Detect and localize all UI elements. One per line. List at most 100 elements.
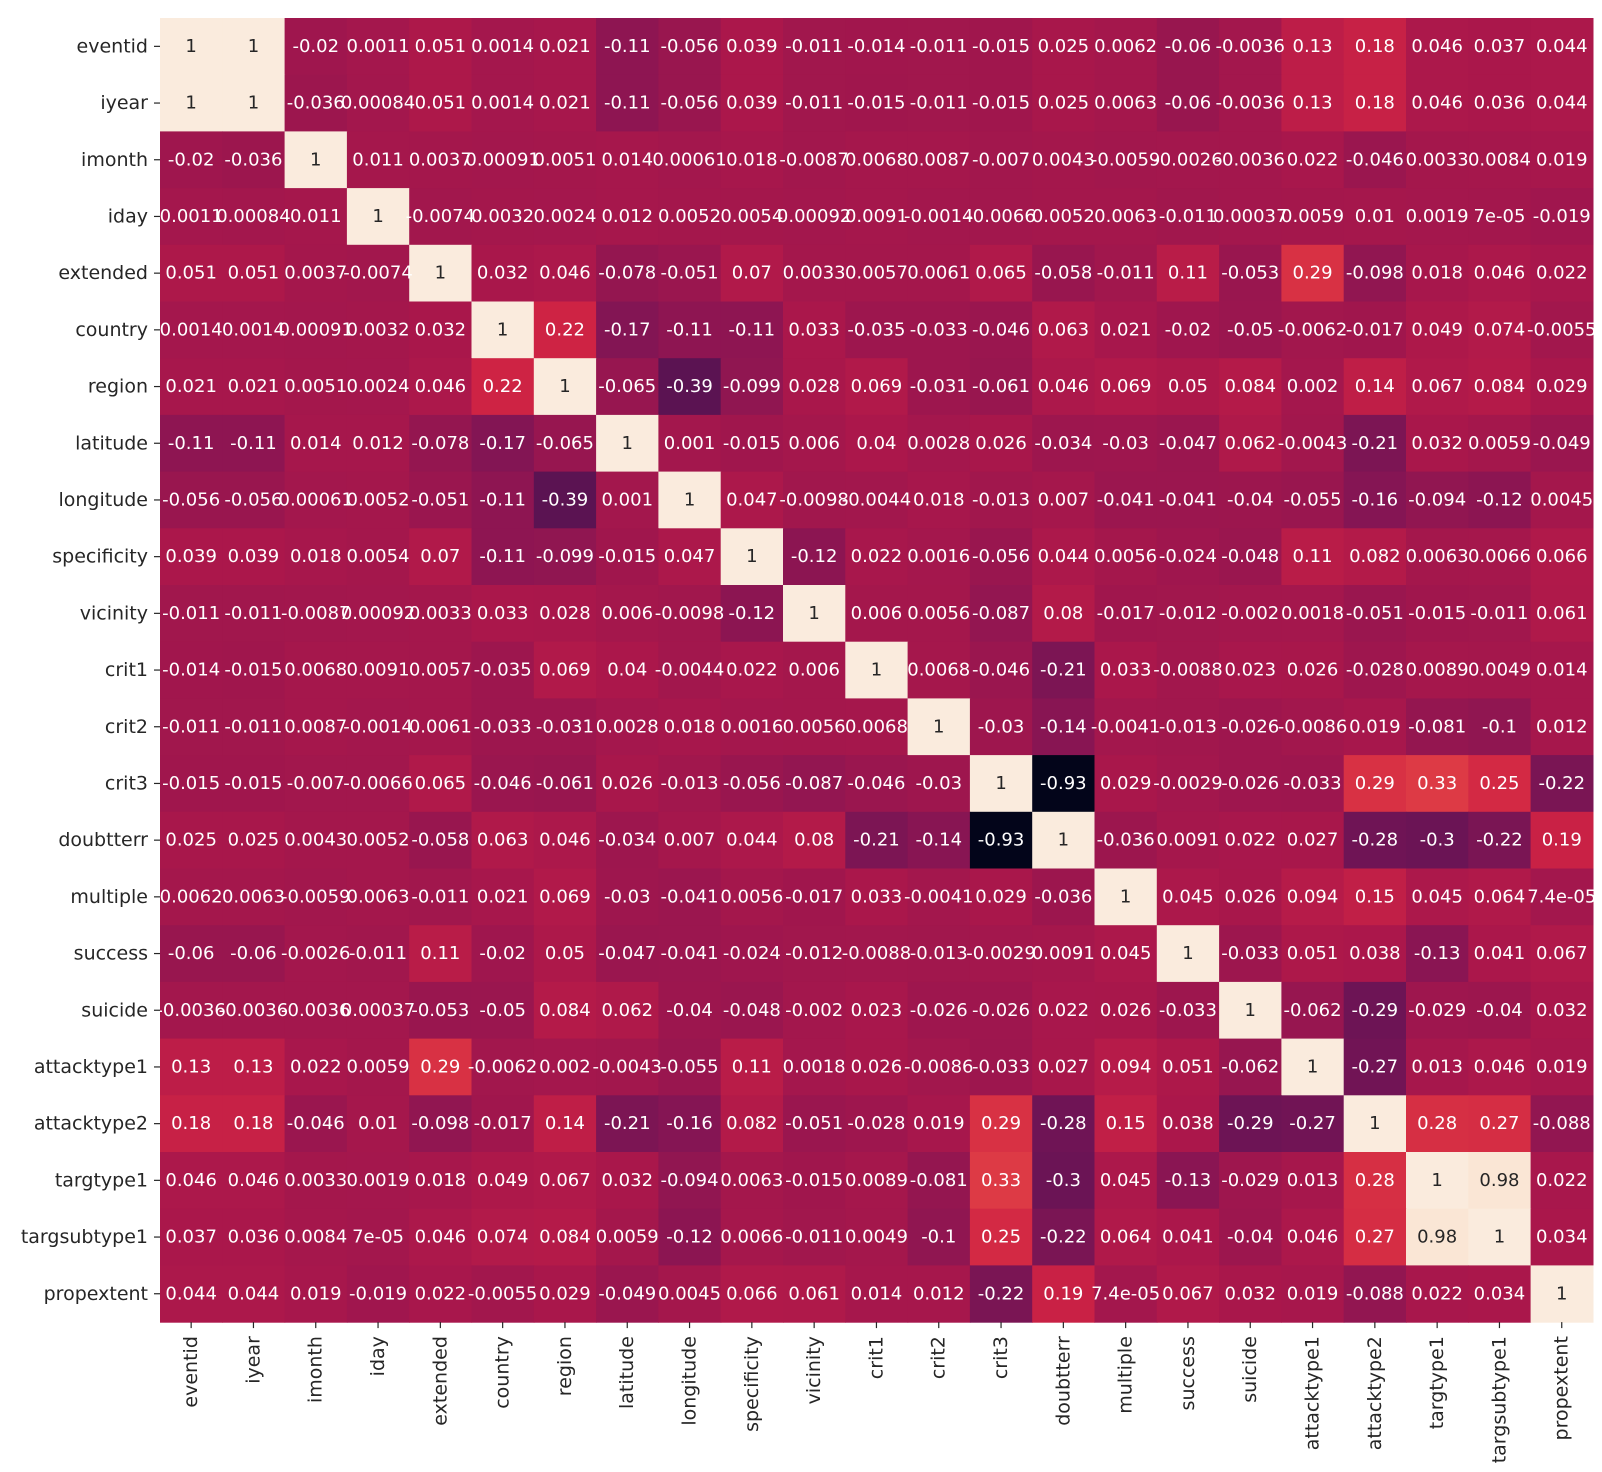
heatmap-cell-eventid-iyear <box>222 18 286 76</box>
cell-label-eventid-attacktype2: 0.18 <box>1355 36 1395 57</box>
heatmap-cell-imonth-crit3 <box>969 131 1033 189</box>
heatmap-cell-crit1-success <box>1156 641 1220 699</box>
heatmap-cell-extended-crit2 <box>907 244 971 303</box>
cell-label-crit3-eventid: -0.015 <box>162 773 220 794</box>
x-tick-label-propextent: propextent <box>1551 1336 1573 1440</box>
heatmap-cell-iyear-extended <box>409 74 473 132</box>
heatmap-cell-country-iday <box>346 301 410 359</box>
heatmap-cell-region-extended <box>409 358 473 416</box>
heatmap-cell-extended-latitude <box>596 244 659 303</box>
heatmap-cell-eventid-doubtterr <box>1032 18 1096 76</box>
cell-label-eventid-crit2: -0.011 <box>910 36 968 57</box>
cell-label-extended-crit3: 0.065 <box>975 263 1027 284</box>
heatmap-cell-region-doubtterr <box>1032 358 1096 416</box>
heatmap-cell-imonth-attacktype2 <box>1343 131 1407 189</box>
cell-label-crit1-longitude: -0.0044 <box>655 660 724 681</box>
cell-label-country-propextent: -0.0055 <box>1527 319 1596 340</box>
cell-label-multiple-iyear: 0.0063 <box>222 886 285 907</box>
heatmap-cell-attacktype1-crit2 <box>907 1038 971 1096</box>
cell-label-eventid-attacktype1: 0.13 <box>1293 36 1333 57</box>
heatmap-cell-targsubtype1-doubtterr <box>1032 1208 1096 1266</box>
cell-label-crit1-crit1: 1 <box>871 660 882 681</box>
cell-label-iday-crit2: -0.0014 <box>904 206 973 227</box>
cell-label-extended-vicinity: 0.0033 <box>783 263 846 284</box>
cell-label-iday-targsubtype1: 7e-05 <box>1473 206 1525 227</box>
heatmap-cell-success-region <box>533 925 597 983</box>
cell-label-region-suicide: 0.084 <box>1224 376 1276 397</box>
heatmap-cell-crit3-crit2 <box>907 755 971 813</box>
heatmap-cell-targtype1-country <box>471 1152 535 1210</box>
cell-label-latitude-region: -0.065 <box>536 433 594 454</box>
x-tick-label-crit3: crit3 <box>990 1336 1012 1379</box>
heatmap-cell-country-targsubtype1 <box>1468 301 1532 359</box>
cell-label-imonth-targtype1: 0.0033 <box>1406 149 1469 170</box>
cell-label-eventid-suicide: -0.0036 <box>1216 36 1285 57</box>
cell-label-crit3-success: -0.0029 <box>1153 773 1222 794</box>
heatmap-cell-attacktype2-attacktype1 <box>1281 1095 1345 1153</box>
heatmap-cell-crit3-success <box>1156 755 1220 813</box>
cell-label-crit2-specificity: 0.0016 <box>720 716 783 737</box>
cell-label-attacktype1-extended: 0.29 <box>420 1056 460 1077</box>
heatmap-cell-iyear-attacktype1 <box>1281 74 1345 132</box>
cell-label-propextent-specificity: 0.066 <box>726 1283 778 1304</box>
y-tick-label-targtype1: targtype1 <box>55 1169 148 1191</box>
cell-label-vicinity-attacktype1: 0.0018 <box>1281 603 1344 624</box>
cell-label-specificity-targsubtype1: 0.0066 <box>1468 546 1531 567</box>
heatmap-cell-iyear-propextent <box>1530 74 1594 132</box>
heatmap-cell-country-doubtterr <box>1032 301 1096 359</box>
heatmap-cell-crit2-crit1 <box>845 698 909 756</box>
heatmap-cell-multiple-multiple <box>1094 868 1158 926</box>
cell-label-imonth-multiple: -0.0059 <box>1091 149 1160 170</box>
cell-label-crit3-iyear: -0.015 <box>224 773 282 794</box>
cell-label-crit1-targsubtype1: 0.0049 <box>1468 660 1531 681</box>
heatmap-cell-eventid-extended <box>409 18 473 76</box>
heatmap-cell-latitude-targtype1 <box>1406 414 1469 473</box>
x-tick-label-latitude: latitude <box>616 1336 638 1409</box>
heatmap-cell-crit1-crit2 <box>907 641 971 699</box>
heatmap-cell-suicide-latitude <box>596 981 659 1040</box>
heatmap-cell-imonth-targsubtype1 <box>1468 131 1532 189</box>
heatmap-cell-attacktype1-crit3 <box>969 1038 1033 1096</box>
cell-label-iday-iday: 1 <box>372 206 383 227</box>
heatmap-cell-iyear-doubtterr <box>1032 74 1096 132</box>
heatmap-cell-crit2-crit2 <box>907 698 971 756</box>
heatmap-cell-multiple-suicide <box>1219 868 1282 926</box>
cell-label-region-crit3: -0.061 <box>972 376 1030 397</box>
cell-label-targtype1-vicinity: -0.015 <box>785 1170 843 1191</box>
heatmap-cell-crit2-propextent <box>1530 698 1594 756</box>
heatmap-cell-iday-country <box>471 188 535 246</box>
heatmap-cell-suicide-crit1 <box>845 981 909 1040</box>
heatmap-cell-success-latitude <box>596 925 659 983</box>
heatmap-cell-extended-attacktype2 <box>1343 244 1407 303</box>
cell-label-iyear-extended: 0.051 <box>415 93 467 114</box>
cell-label-specificity-crit2: 0.0016 <box>907 546 970 567</box>
heatmap-cell-country-iyear <box>222 301 286 359</box>
cell-label-specificity-propextent: 0.066 <box>1536 546 1588 567</box>
cell-label-extended-iyear: 0.051 <box>228 263 280 284</box>
cell-label-attacktype2-attacktype2: 1 <box>1369 1113 1380 1134</box>
cell-label-iyear-iyear: 1 <box>248 93 259 114</box>
heatmap-cell-crit3-vicinity <box>783 755 846 813</box>
cell-label-attacktype2-region: 0.14 <box>545 1113 585 1134</box>
heatmap-cell-crit2-attacktype1 <box>1281 698 1345 756</box>
heatmap-cell-targsubtype1-targtype1 <box>1406 1208 1469 1266</box>
cell-label-success-specificity: -0.024 <box>723 943 781 964</box>
heatmap-cell-latitude-crit3 <box>969 414 1033 473</box>
cell-label-suicide-crit3: -0.026 <box>972 1000 1030 1021</box>
heatmap-cell-iday-propextent <box>1530 188 1594 246</box>
cell-label-crit2-country: -0.033 <box>474 716 532 737</box>
cell-label-crit1-propextent: 0.014 <box>1536 660 1588 681</box>
cell-label-latitude-propextent: -0.049 <box>1533 433 1591 454</box>
cell-label-propextent-imonth: 0.019 <box>290 1283 342 1304</box>
heatmap-cell-crit1-propextent <box>1530 641 1594 699</box>
heatmap-cell-propextent-specificity <box>720 1265 784 1323</box>
heatmap-cell-eventid-country <box>471 18 535 76</box>
cell-label-propextent-longitude: 0.0045 <box>658 1283 721 1304</box>
cell-label-crit3-targtype1: 0.33 <box>1417 773 1457 794</box>
cell-label-latitude-targsubtype1: 0.0059 <box>1468 433 1531 454</box>
heatmap-cell-extended-iyear <box>222 244 286 303</box>
heatmap-cell-crit2-country <box>471 698 535 756</box>
heatmap-cell-crit3-propextent <box>1530 755 1594 813</box>
heatmap-cell-imonth-doubtterr <box>1032 131 1096 189</box>
cell-label-country-attacktype2: -0.017 <box>1346 319 1404 340</box>
